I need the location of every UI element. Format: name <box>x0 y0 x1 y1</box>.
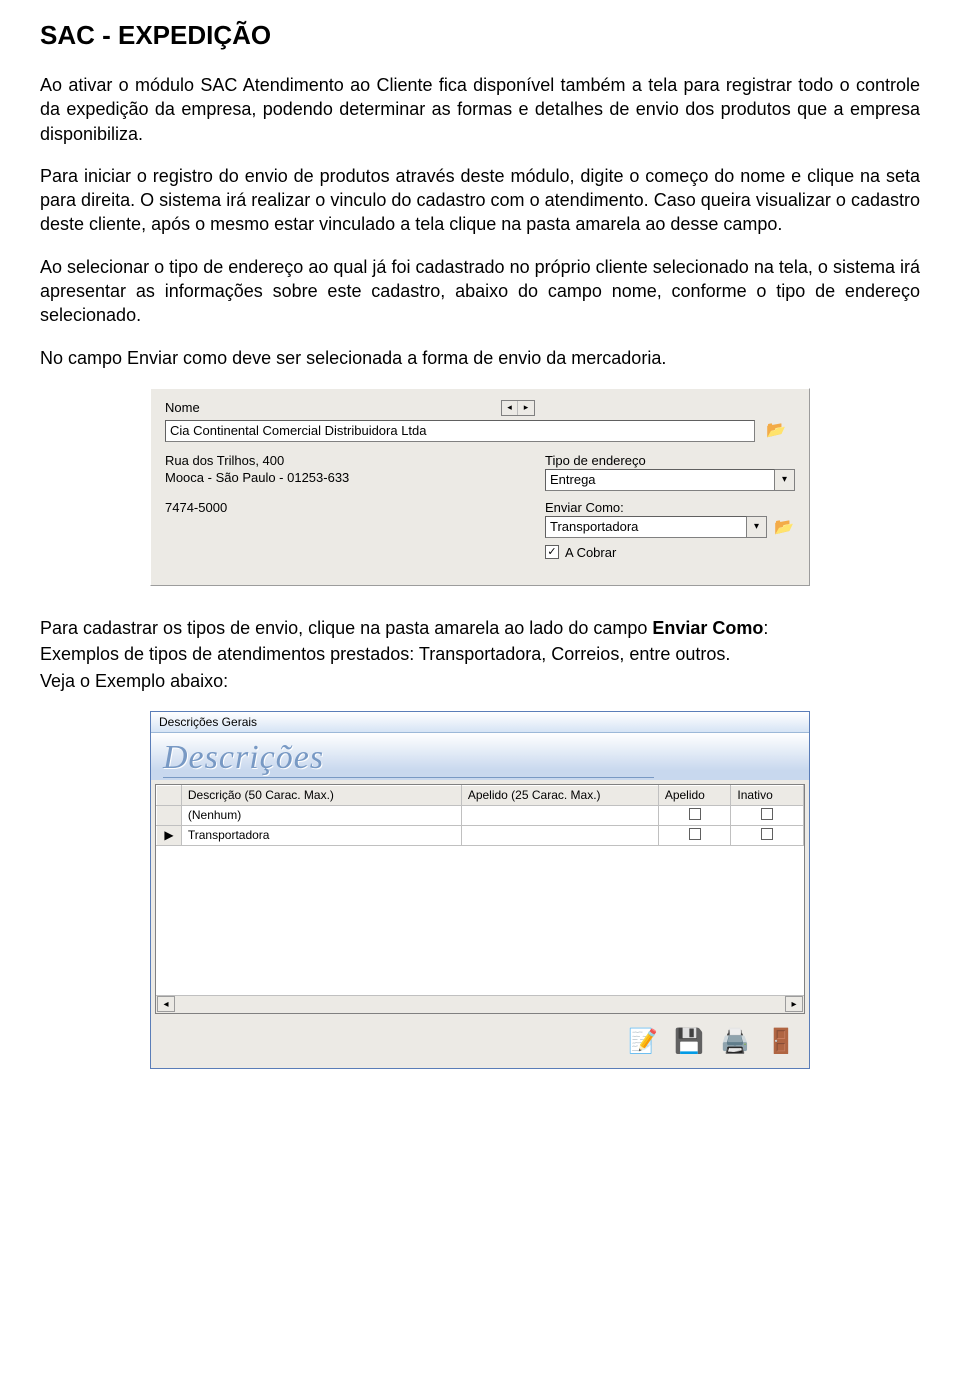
arrow-right-icon[interactable]: ▸ <box>518 401 534 415</box>
grid-header-row: Descrição (50 Carac. Max.) Apelido (25 C… <box>157 785 804 805</box>
chevron-down-icon[interactable]: ▾ <box>747 516 767 538</box>
descriptions-window: Descrições Gerais Descrições Descrição (… <box>150 711 810 1069</box>
chevron-down-icon[interactable]: ▾ <box>775 469 795 491</box>
tipo-endereco-input[interactable] <box>545 469 775 491</box>
window-banner: Descrições <box>151 733 809 780</box>
cell-apelido-check[interactable] <box>658 825 731 845</box>
cell-apelido-check[interactable] <box>658 805 731 825</box>
address-line2: Mooca - São Paulo - 01253-633 <box>165 469 535 486</box>
banner-text: Descrições <box>163 739 654 778</box>
nome-spinner[interactable]: ◂ ▸ <box>501 400 535 416</box>
window-toolbar: 📝 💾 🖨️ 🚪 <box>151 1018 809 1068</box>
phone-text: 7474-5000 <box>165 499 535 516</box>
paragraph-intro: Ao ativar o módulo SAC Atendimento ao Cl… <box>40 73 920 146</box>
enviar-como-combo[interactable]: ▾ <box>545 516 767 538</box>
col-inativo[interactable]: Inativo <box>731 785 804 805</box>
nome-label: Nome <box>165 399 200 416</box>
cell-apelido-long[interactable] <box>461 805 658 825</box>
cell-apelido-long[interactable] <box>461 825 658 845</box>
paragraph-instructions: Para iniciar o registro do envio de prod… <box>40 164 920 237</box>
arrow-left-icon[interactable]: ◂ <box>502 401 518 415</box>
enviar-como-input[interactable] <box>545 516 747 538</box>
folder-icon[interactable]: 📂 <box>765 420 787 440</box>
cell-descricao[interactable]: (Nenhum) <box>181 805 461 825</box>
col-descricao[interactable]: Descrição (50 Carac. Max.) <box>181 785 461 805</box>
window-titlebar: Descrições Gerais <box>151 712 809 733</box>
cell-inativo-check[interactable] <box>731 805 804 825</box>
paragraph-exemplos: Exemplos de tipos de atendimentos presta… <box>40 642 920 666</box>
enviar-como-label: Enviar Como: <box>545 499 795 516</box>
paragraph-cadastrar-tipos: Para cadastrar os tipos de envio, clique… <box>40 616 920 640</box>
address-line1: Rua dos Trilhos, 400 <box>165 452 535 469</box>
paragraph-enviar-como: No campo Enviar como deve ser selecionad… <box>40 346 920 370</box>
edit-button[interactable]: 📝 <box>625 1024 661 1060</box>
cell-descricao[interactable]: Transportadora <box>181 825 461 845</box>
tipo-endereco-combo[interactable]: ▾ <box>545 469 795 491</box>
cell-inativo-check[interactable] <box>731 825 804 845</box>
scroll-right-icon[interactable]: ▸ <box>785 996 803 1012</box>
page-title: SAC - EXPEDIÇÃO <box>40 20 920 51</box>
grid-row[interactable]: (Nenhum) <box>157 805 804 825</box>
tipo-endereco-label: Tipo de endereço <box>545 452 795 469</box>
row-selector[interactable] <box>157 805 182 825</box>
print-button[interactable]: 🖨️ <box>717 1024 753 1060</box>
a-cobrar-label: A Cobrar <box>565 544 616 561</box>
grid-row[interactable]: ▶ Transportadora <box>157 825 804 845</box>
col-apelido[interactable]: Apelido <box>658 785 731 805</box>
col-apelido-long[interactable]: Apelido (25 Carac. Max.) <box>461 785 658 805</box>
nome-input[interactable] <box>165 420 755 442</box>
row-selector[interactable]: ▶ <box>157 825 182 845</box>
paragraph-veja-exemplo: Veja o Exemplo abaixo: <box>40 669 920 693</box>
descriptions-grid[interactable]: Descrição (50 Carac. Max.) Apelido (25 C… <box>156 785 804 846</box>
exit-button[interactable]: 🚪 <box>763 1024 799 1060</box>
grid-wrap: Descrição (50 Carac. Max.) Apelido (25 C… <box>155 784 805 1014</box>
horizontal-scrollbar[interactable]: ◂ ▸ <box>156 995 804 1013</box>
folder-icon[interactable]: 📂 <box>773 517 795 537</box>
save-button[interactable]: 💾 <box>671 1024 707 1060</box>
a-cobrar-checkbox[interactable]: ✓ <box>545 545 559 559</box>
form-panel: Nome ◂ ▸ 📂 Rua dos Trilhos, 400 Mooca - … <box>150 388 810 586</box>
scroll-left-icon[interactable]: ◂ <box>157 996 175 1012</box>
paragraph-address-type: Ao selecionar o tipo de endereço ao qual… <box>40 255 920 328</box>
